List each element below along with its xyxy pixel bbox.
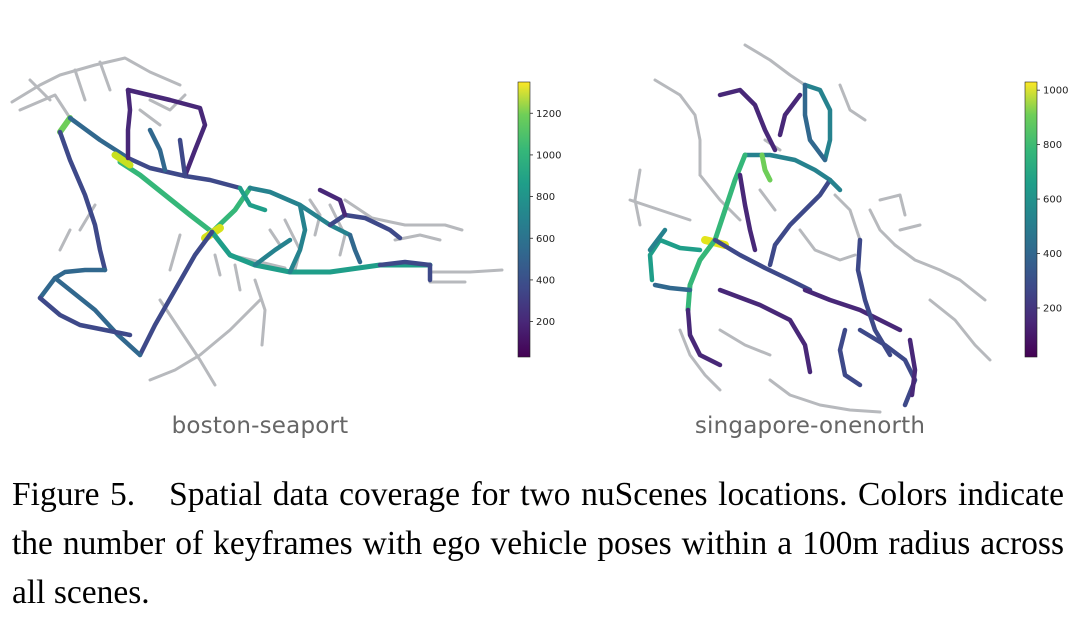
figure-caption: Figure 5. Spatial data coverage for two n… (12, 470, 1064, 617)
colorbar-singapore-gradient (1024, 81, 1038, 358)
coverage-roads-singapore (647, 82, 918, 408)
colorbar-boston: 200 400 600 800 1000 1200 (517, 81, 561, 358)
colorbar-boston-ticks: 200 400 600 800 1000 1200 (530, 109, 561, 328)
colorbar-singapore: 200 400 600 800 1000 (1024, 81, 1068, 358)
coverage-roads-boston (37, 87, 433, 358)
colorbar-tick-label: 1000 (1043, 86, 1068, 97)
colorbar-tick-label: 1200 (536, 109, 561, 120)
colorbar-singapore-ticks: 200 400 600 800 1000 (1037, 86, 1068, 314)
colorbar-tick-label: 600 (1043, 195, 1062, 206)
figure-maps: 200 400 600 800 1000 1200 200 400 600 800 1000 (10, 43, 1068, 414)
panel-label-singapore-onenorth: singapore-onenorth (694, 413, 926, 439)
colorbar-tick-label: 400 (536, 275, 555, 286)
colorbar-tick-label: 400 (1043, 249, 1062, 260)
colorbar-tick-label: 800 (1043, 140, 1062, 151)
colorbar-tick-label: 800 (536, 192, 555, 203)
colorbar-tick-label: 1000 (536, 150, 561, 161)
colorbar-tick-label: 200 (536, 317, 555, 328)
colorbar-tick-label: 600 (536, 234, 555, 245)
caption-label: Figure 5. (12, 476, 136, 513)
caption-text: Spatial data coverage for two nuScenes l… (12, 476, 1065, 611)
map-singapore-onenorth (628, 43, 992, 414)
panel-label-boston-seaport: boston-seaport (171, 413, 349, 439)
colorbar-tick-label: 200 (1043, 303, 1062, 314)
map-boston-seaport (10, 56, 504, 387)
colorbar-boston-gradient (517, 81, 531, 358)
unmapped-roads-singapore (628, 43, 992, 414)
unmapped-roads-boston (10, 56, 504, 387)
